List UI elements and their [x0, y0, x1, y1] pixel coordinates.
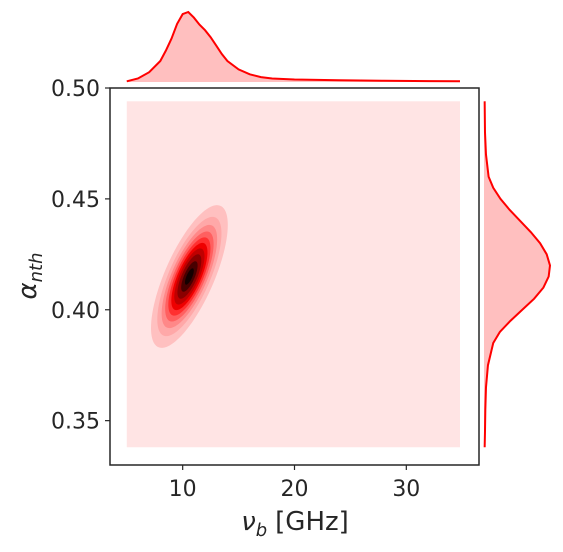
x-axis-label: νb [GHz]: [241, 507, 349, 541]
y-axis-label: αnth: [13, 252, 47, 299]
y-tick-label: 0.40: [51, 299, 100, 324]
y-axis-ticks: 0.35 0.40 0.45 0.50: [51, 77, 110, 435]
marginal-y-curve: [483, 101, 552, 448]
kde-contours: [151, 205, 228, 348]
x-tick-label: 10: [169, 477, 197, 502]
x-axis-ticks: 10 20 30: [169, 465, 420, 502]
marginal-y-fill: [484, 101, 550, 448]
y-tick-label: 0.45: [51, 188, 100, 213]
marginal-x-density: [126, 10, 460, 83]
x-tick-label: 20: [281, 477, 309, 502]
marginal-y-density: [483, 101, 552, 448]
joint-plot: [109, 87, 480, 466]
marginal-x-fill: [126, 12, 460, 82]
kde-contour-level-10: [184, 268, 194, 285]
marginal-x-curve: [126, 10, 460, 83]
y-tick-label: 0.50: [51, 77, 100, 102]
y-tick-label: 0.35: [51, 410, 100, 435]
x-tick-label: 30: [392, 477, 420, 502]
